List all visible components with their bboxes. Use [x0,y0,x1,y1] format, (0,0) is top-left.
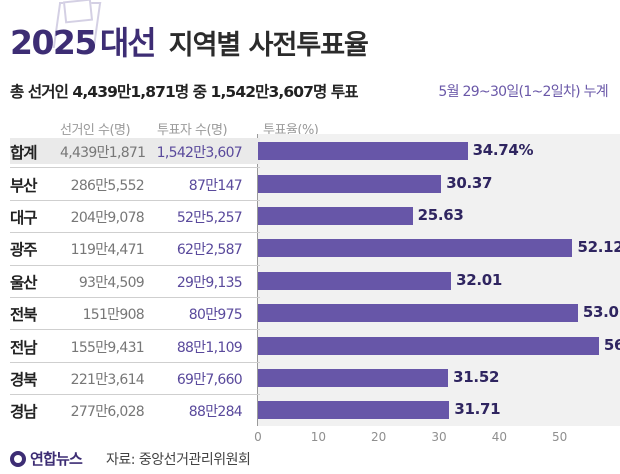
turnout-bar [258,207,413,225]
title-year: 2025 [10,23,97,62]
bar-value-label: 31.52 [453,368,500,386]
region-label: 울산 [10,273,38,292]
y-axis-line [257,134,258,426]
ballots-value: 69만7,660 [176,372,243,388]
row-divider [10,362,260,363]
voters-value: 93만4,509 [78,274,145,291]
ballots-value: 80만975 [188,307,243,324]
row-divider [10,329,260,330]
title-subtitle: 지역별 사전투표율 [168,30,369,61]
row-divider [10,232,260,233]
bar-value-label: 30.37 [446,173,493,192]
voters-value: 221만3,614 [70,372,145,388]
region-label: 전남 [10,338,38,357]
region-label: 합계 [10,144,38,163]
turnout-bar [258,401,450,420]
logo-text: 연합뉴스 [30,450,83,468]
row-divider [10,200,260,201]
turnout-bar [258,369,449,387]
bar-value-label: 32.01 [456,270,503,289]
voters-value: 155만9,431 [70,339,145,356]
row-divider [10,394,260,395]
x-tick-label: 40 [491,430,507,444]
turnout-bar [258,271,452,290]
x-tick-label: 50 [552,430,568,444]
yonhap-logo-icon [10,450,26,467]
ballots-value: 62만2,587 [176,242,243,259]
voters-value: 286만5,552 [70,177,145,194]
region-label: 전북 [10,306,38,325]
bar-value-label: 31.71 [454,400,501,419]
source-text: 자료: 중앙선거관리위원회 [106,452,251,468]
voters-value: 277만6,028 [70,404,145,421]
region-label: 부산 [10,176,38,195]
region-label: 광주 [10,241,38,260]
bar-value-label: 52.12 [577,238,620,257]
row-divider [10,167,260,168]
voters-value: 204만9,078 [70,210,145,226]
x-tick-label: 0 [254,430,262,444]
region-label: 경남 [10,403,38,422]
region-label: 대구 [10,209,38,227]
region-label: 경북 [10,371,38,389]
period-text: 5월 29~30일(1~2일차) 누계 [438,84,608,100]
chart-title: 2025 대선 지역별 사전투표율 [10,18,369,64]
ballots-value: 52만5,257 [176,210,243,226]
bar-value-label: 25.63 [417,206,464,224]
voters-value: 119만4,471 [70,242,145,259]
turnout-bar [258,142,468,161]
ballots-value: 88만284 [188,404,243,421]
yonhap-logo: 연합뉴스 [10,448,83,469]
title-election: 대선 [99,24,157,62]
ballots-value: 87만147 [188,177,243,194]
bar-value-label: 34.74% [472,141,534,160]
bar-value-label: 56.50 [603,335,620,354]
voters-value: 151만908 [82,307,145,324]
column-header-ballots: 투표자 수(명) [157,123,228,138]
turnout-bar [258,336,599,355]
x-tick-label: 30 [431,430,447,444]
x-tick-label: 10 [310,430,326,444]
turnout-bar [258,174,442,193]
ballots-value: 29만9,135 [176,274,243,291]
turnout-bar [258,304,578,323]
row-divider [10,297,260,298]
summary-text: 총 선거인 4,439만1,871명 중 1,542만3,607명 투표 [10,83,358,101]
ballots-value: 1,542만3,607 [156,145,243,162]
column-header-voters: 선거인 수(명) [60,123,131,138]
voters-value: 4,439만1,871 [60,145,146,162]
bar-value-label: 53.01 [582,303,620,322]
x-tick-label: 20 [371,430,387,444]
row-background [10,138,260,165]
row-divider [10,265,260,266]
ballots-value: 88만1,109 [176,339,243,356]
turnout-bar [258,239,573,258]
